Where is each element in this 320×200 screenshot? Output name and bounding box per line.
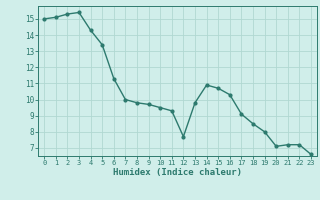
- X-axis label: Humidex (Indice chaleur): Humidex (Indice chaleur): [113, 168, 242, 177]
